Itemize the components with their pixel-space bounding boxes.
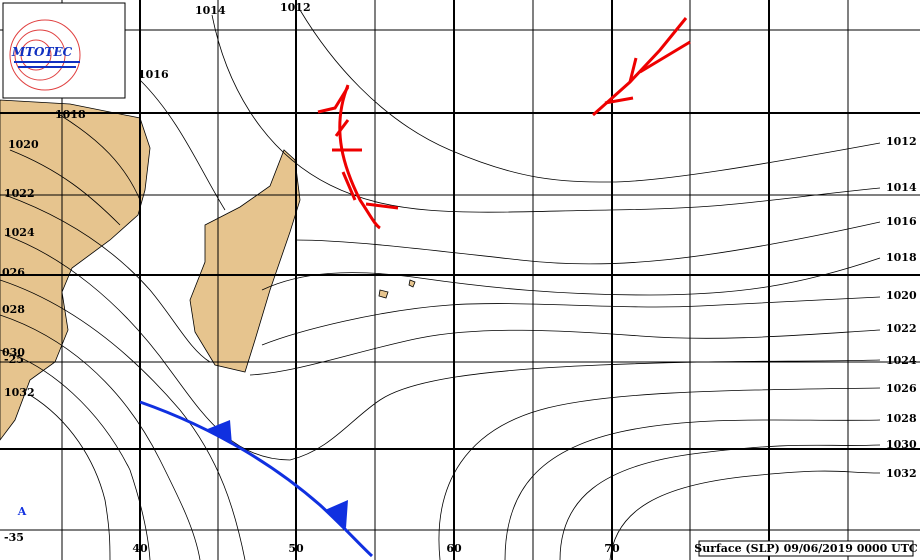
isobar-label: 1022	[886, 322, 917, 335]
isobar-label: 1024	[4, 226, 35, 239]
isobar-label: 1014	[886, 181, 917, 194]
footer: Surface (SLP) 09/06/2019 0000 UTC	[694, 542, 918, 555]
isobar-label: 1030	[886, 438, 917, 451]
isobar-label: 1020	[8, 138, 39, 151]
longitude-label: 60	[446, 542, 462, 555]
isobar-label: 028	[2, 303, 25, 316]
isobar-label: 1024	[886, 354, 917, 367]
longitude-label: 50	[288, 542, 304, 555]
isobar-label: 1032	[886, 467, 917, 480]
isobar-label: 1020	[886, 289, 917, 302]
isobar-label: 1026	[886, 382, 917, 395]
latitude-label: -35	[4, 531, 24, 544]
isobar-label: 1014	[195, 4, 226, 17]
isobars	[0, 9, 881, 560]
longitude-label: 70	[604, 542, 620, 555]
pressure-center: A	[17, 505, 27, 518]
isobar-label: 1032	[4, 386, 35, 399]
land-islands	[378, 279, 416, 299]
isobar-label: 1018	[886, 251, 917, 264]
isobar-label: 1012	[280, 1, 311, 14]
isobar-label: 030	[2, 346, 25, 359]
footer-box	[698, 540, 914, 557]
isobar-label: 1022	[4, 187, 35, 200]
isobar-label: 026	[2, 266, 25, 279]
isobar-label: 1016	[138, 68, 169, 81]
latitude-label: -25	[4, 353, 24, 366]
logo-text: MTOTEC	[11, 45, 73, 59]
longitude-label: 40	[132, 542, 148, 555]
cold-front	[139, 400, 374, 558]
isobar-label: 1018	[55, 108, 86, 121]
troughs	[317, 17, 691, 230]
isobar-label: 1028	[886, 412, 917, 425]
isobar-label: 1012	[886, 135, 917, 148]
isobar-label: 1016	[886, 215, 917, 228]
logo: MTOTEC	[2, 2, 126, 99]
land-africa	[0, 99, 151, 441]
